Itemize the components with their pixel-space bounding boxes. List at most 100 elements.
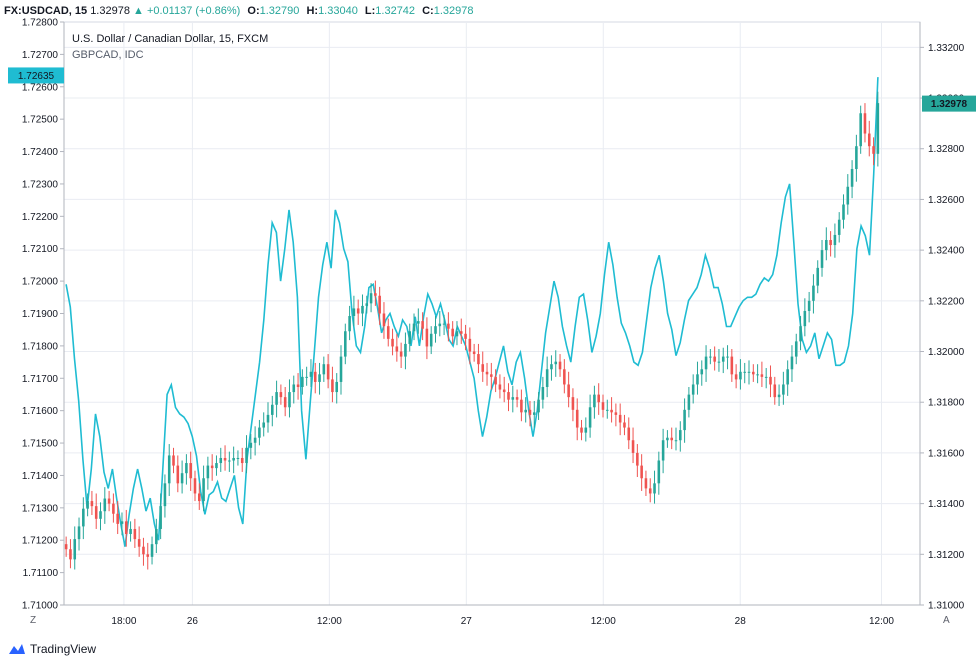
left-tick-label: 1.72700 — [22, 50, 59, 61]
right-tick-label: 1.31200 — [928, 550, 965, 561]
candle-body — [674, 440, 678, 442]
candle-body — [717, 361, 721, 363]
candle — [301, 369, 304, 395]
candle-body — [296, 384, 300, 388]
candle-body — [481, 364, 485, 372]
candle-body — [369, 293, 373, 304]
candle — [266, 402, 270, 433]
candle — [150, 536, 154, 565]
candle — [404, 332, 407, 370]
auto-scale-button[interactable]: A — [943, 615, 950, 626]
candle — [627, 417, 631, 450]
candle — [782, 371, 785, 405]
candle-body — [627, 427, 631, 441]
tradingview-branding[interactable]: TradingView — [8, 642, 96, 656]
candle-body — [721, 356, 725, 362]
candle — [760, 361, 764, 388]
candle — [197, 483, 201, 510]
candle-body — [116, 513, 119, 524]
candle — [524, 397, 527, 423]
low-label: L: — [364, 5, 376, 17]
candle — [107, 490, 111, 512]
candle — [146, 542, 150, 570]
candle-body — [760, 374, 764, 377]
candle — [219, 447, 223, 472]
candle — [490, 362, 493, 390]
left-price-axis[interactable]: 1.71000 1.71100 1.71200 1.71300 1.71400 1.715… — [8, 18, 65, 612]
candle-body — [657, 460, 661, 484]
candle-body — [240, 457, 244, 464]
candle — [129, 521, 132, 542]
candle-body — [485, 371, 489, 375]
candle — [481, 351, 485, 382]
candle — [764, 367, 768, 389]
candle-body — [520, 399, 523, 413]
candle — [348, 305, 351, 341]
candle — [215, 455, 218, 476]
right-price-axis[interactable]: 1.31000 1.31200 1.31400 1.31600 1.31800 1.320… — [919, 22, 976, 612]
candle — [653, 470, 656, 504]
candle-body — [348, 316, 351, 332]
candle — [794, 333, 798, 365]
left-tick-label: 1.72300 — [22, 179, 59, 190]
candle — [374, 280, 377, 306]
left-tick-label: 1.72500 — [22, 115, 59, 126]
candle — [528, 400, 532, 427]
candle — [318, 362, 321, 395]
right-tick-label: 1.32400 — [928, 246, 965, 257]
candle-body — [322, 364, 326, 375]
left-tick-label: 1.71500 — [22, 439, 59, 450]
candle-body — [176, 465, 180, 484]
open-label: O: — [247, 5, 260, 17]
candle-body — [537, 399, 540, 413]
candle-body — [631, 440, 635, 453]
candle-body — [275, 392, 278, 405]
candle-body — [417, 321, 420, 324]
candle — [494, 369, 497, 393]
candle-body — [623, 422, 626, 428]
candle — [816, 260, 820, 294]
candle — [790, 345, 794, 382]
candle-body — [425, 328, 429, 347]
candle-body — [236, 457, 240, 459]
candle-body — [374, 293, 377, 296]
candle-body — [605, 409, 609, 411]
candle-body — [447, 323, 450, 329]
candle-body — [498, 384, 502, 390]
candle — [180, 460, 184, 494]
candle — [502, 376, 506, 403]
candle — [709, 348, 712, 365]
candle-body — [219, 457, 223, 464]
candle — [236, 450, 240, 466]
candle-body — [786, 369, 789, 385]
candle — [477, 343, 480, 374]
last-price: 1.32978 — [90, 5, 130, 17]
candle-body — [210, 465, 214, 469]
left-tick-label: 1.72400 — [22, 147, 59, 158]
time-axis[interactable]: 18:00 26 12:00 27 12:00 28 12:00 — [64, 604, 920, 627]
candle — [142, 537, 145, 566]
candle-body — [709, 356, 712, 358]
candle — [172, 447, 175, 474]
candle — [850, 160, 854, 199]
right-tick-label: 1.33200 — [928, 43, 965, 54]
candle — [468, 327, 472, 365]
candle-body — [507, 392, 510, 400]
candle — [356, 299, 360, 325]
candle-body — [167, 455, 171, 484]
candle-body — [571, 397, 575, 410]
candle-body — [618, 414, 622, 423]
candle-body — [262, 422, 265, 428]
candle — [455, 321, 459, 346]
candle-body — [528, 409, 532, 415]
candle-body — [472, 351, 476, 355]
candle — [176, 455, 180, 493]
candle — [421, 312, 424, 341]
candle — [679, 421, 682, 452]
zoom-left-button[interactable]: Z — [30, 615, 37, 626]
candle — [288, 379, 291, 418]
candle-body — [846, 186, 850, 205]
candle — [575, 398, 579, 441]
candle — [167, 444, 171, 497]
